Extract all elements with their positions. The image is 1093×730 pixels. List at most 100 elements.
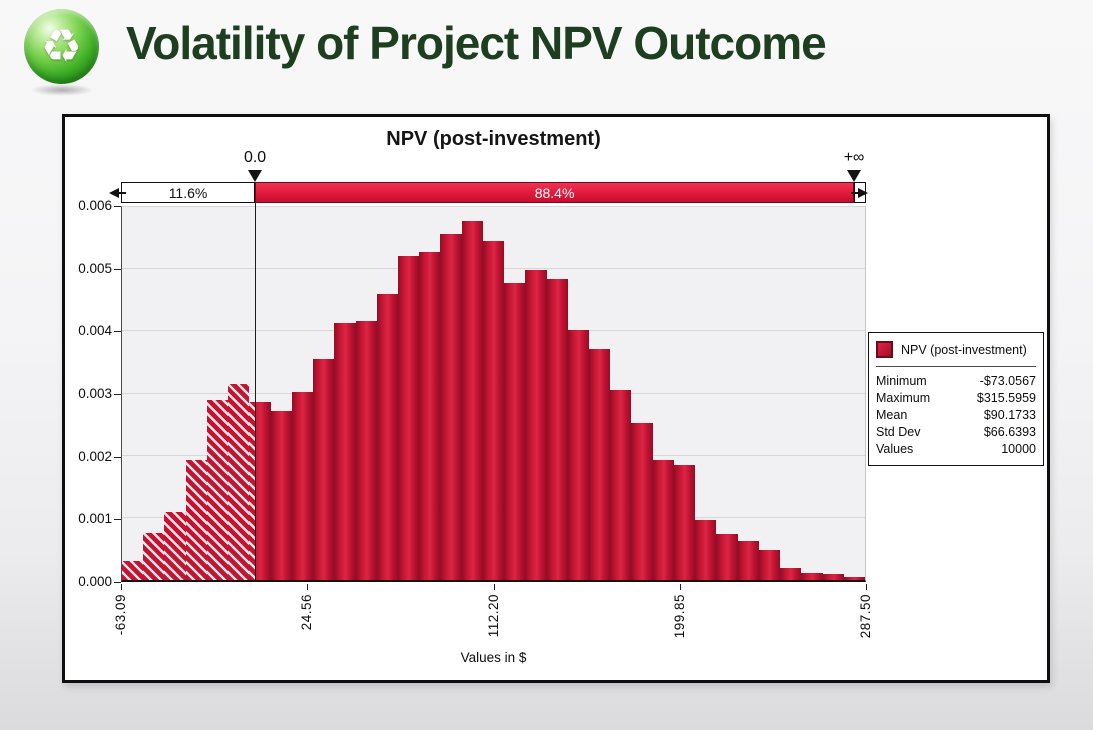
stat-row: Maximum $315.5959 <box>876 390 1036 407</box>
histogram-bar <box>313 358 335 580</box>
histogram-bar <box>143 533 165 580</box>
histogram-bar <box>461 220 483 580</box>
recycle-icon: ♻ <box>24 9 99 84</box>
histogram-bar <box>504 282 526 580</box>
stat-value: $90.1733 <box>983 408 1036 422</box>
y-axis-tick <box>114 582 121 583</box>
right-handle-arrow-icon <box>858 187 869 198</box>
histogram-bar <box>270 410 292 580</box>
histogram-bar <box>567 330 590 580</box>
stat-value: -$73.0567 <box>979 374 1036 388</box>
y-axis-tick <box>114 268 121 270</box>
x-axis-tick <box>121 584 122 590</box>
histogram-bar <box>482 241 505 580</box>
x-axis-tick-label: 199.85 <box>671 594 687 639</box>
histogram-bar <box>801 572 823 580</box>
y-axis-tick-label: 0.001 <box>78 511 112 527</box>
y-axis-tick <box>114 331 121 333</box>
x-axis-tick <box>866 584 867 590</box>
histogram-bar <box>206 399 229 580</box>
histogram-bar <box>589 349 611 580</box>
delimiter-left-region: 11.6% <box>121 182 256 203</box>
probability-delimiter-bar: 11.6% 88.4% <box>109 182 869 203</box>
y-axis-tick-label: 0.005 <box>78 260 112 276</box>
x-axis-tick-label: 112.20 <box>485 594 501 638</box>
delimiter-right-region: 88.4% <box>255 182 855 203</box>
legend-stats: Minimum -$73.0567 Maximum $315.5959 Mean $90.… <box>876 373 1036 458</box>
histogram-bar <box>652 460 674 580</box>
stat-label: Values <box>876 442 914 456</box>
stat-label: Minimum <box>876 374 927 388</box>
stat-label: Maximum <box>876 391 931 405</box>
delimiter-left-handle[interactable] <box>109 187 126 198</box>
histogram-bar <box>376 294 398 580</box>
y-axis-tick-label: 0.000 <box>78 574 112 589</box>
x-axis-tick-label: 287.50 <box>858 594 873 639</box>
histogram-bar <box>546 278 568 580</box>
histogram-bar <box>843 576 865 580</box>
histogram-bar <box>780 567 802 580</box>
threshold-line <box>255 203 257 582</box>
left-handle-tail <box>119 191 126 194</box>
histogram-bar <box>695 519 717 580</box>
stat-value: $315.5959 <box>976 391 1036 405</box>
y-axis-tick <box>114 519 121 521</box>
stat-value: $66.6393 <box>983 425 1036 439</box>
histogram-bar <box>716 534 738 580</box>
histogram-bar <box>164 511 186 580</box>
histogram-bars <box>122 207 865 580</box>
infinity-marker-triangle[interactable] <box>847 170 862 182</box>
histogram-bar <box>758 549 781 580</box>
x-axis-tick <box>679 584 681 590</box>
y-axis-tick <box>114 456 121 458</box>
x-axis-tick <box>493 584 495 590</box>
left-handle-arrow-icon <box>109 187 119 198</box>
chart-frame: NPV (post-investment) 11.6% 88.4% 0.0 +∞ 0… <box>62 114 1050 683</box>
histogram-bar <box>228 384 250 580</box>
stat-value: 10000 <box>1001 442 1036 456</box>
histogram-bar <box>185 460 207 580</box>
delimiter-right-handle[interactable] <box>851 187 869 198</box>
threshold-marker-label: 0.0 <box>243 149 267 166</box>
histogram-bar <box>631 423 653 580</box>
histogram-bar <box>822 574 844 580</box>
histogram-bar <box>334 322 356 580</box>
histogram-bar <box>737 541 759 580</box>
legend-header: NPV (post-investment) <box>876 341 1036 358</box>
stat-row: Mean $90.1733 <box>876 407 1036 424</box>
y-axis-tick-label: 0.004 <box>78 323 112 339</box>
icon-shadow <box>30 84 94 96</box>
histogram-bar <box>525 269 547 580</box>
legend-box: NPV (post-investment) Minimum -$73.0567 Ma… <box>868 332 1044 466</box>
histogram-bar <box>440 234 462 580</box>
histogram-bar <box>249 401 271 580</box>
stat-row: Values 10000 <box>876 441 1036 458</box>
histogram-bar <box>355 321 377 580</box>
stat-label: Std Dev <box>876 425 921 439</box>
x-axis-tick-label: 24.56 <box>299 594 315 631</box>
y-axis-tick <box>114 394 121 395</box>
infinity-marker-label: +∞ <box>843 149 865 166</box>
y-axis-tick-label: 0.006 <box>78 198 112 213</box>
page-title: Volatility of Project NPV Outcome <box>126 17 827 69</box>
x-axis-tick <box>307 584 309 590</box>
plot-area <box>121 206 866 582</box>
delimiter-right-region-pct: 88.4% <box>534 184 575 201</box>
histogram-bar <box>397 256 420 580</box>
stat-row: Std Dev $66.6393 <box>876 424 1036 441</box>
histogram-bar <box>419 252 441 580</box>
stat-label: Mean <box>876 408 908 422</box>
chart-title: NPV (post-investment) <box>386 128 601 150</box>
hatch-overlay <box>249 401 256 580</box>
app-header: ♻ Volatility of Project NPV Outcome <box>0 0 1093 100</box>
legend-series-label: NPV (post-investment) <box>901 342 1027 357</box>
gridline <box>122 206 865 207</box>
y-axis-tick <box>114 206 121 207</box>
histogram-bar <box>291 391 314 580</box>
recycle-icon-glyph: ♻ <box>40 18 83 73</box>
delimiter-left-region-pct: 11.6% <box>168 184 208 201</box>
threshold-marker-triangle[interactable] <box>248 170 263 182</box>
legend-swatch <box>876 341 893 358</box>
histogram-bar <box>673 465 696 580</box>
